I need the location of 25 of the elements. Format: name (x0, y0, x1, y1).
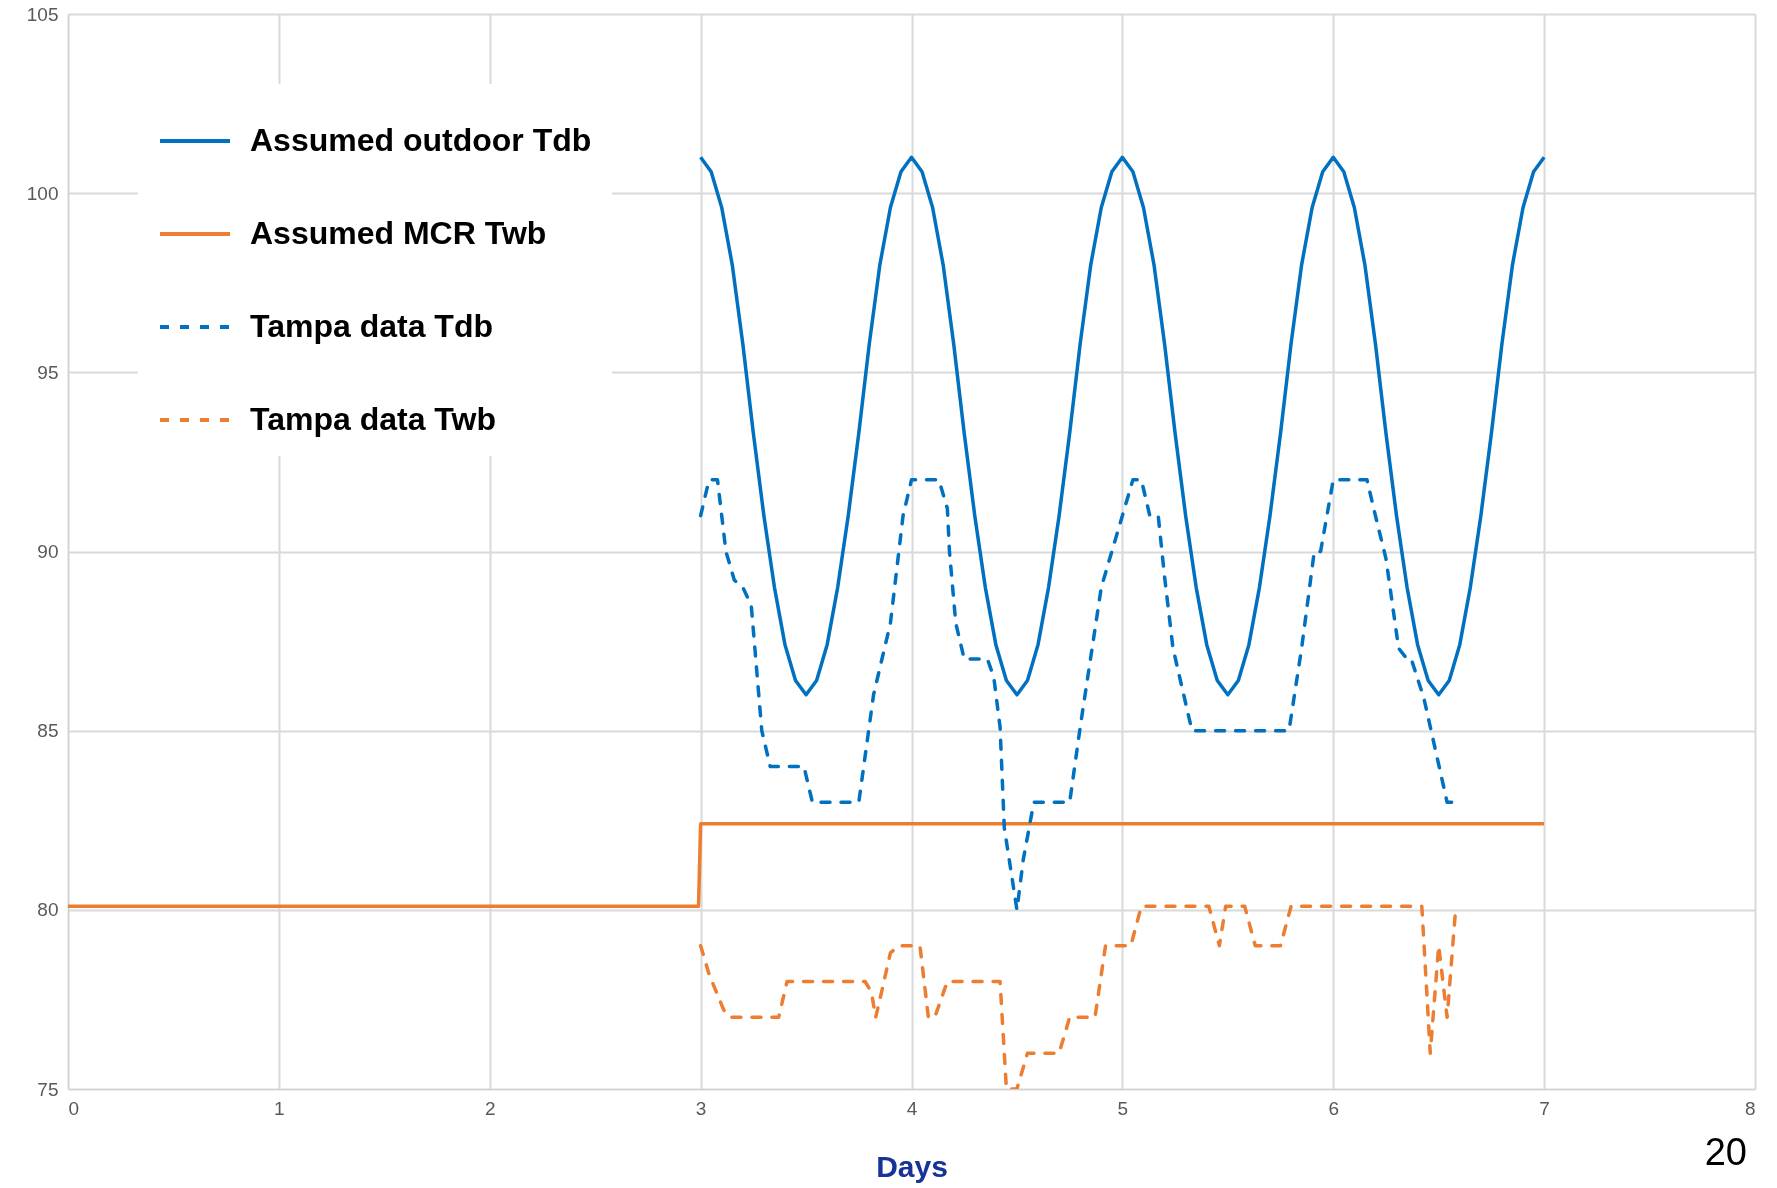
legend-label: Tampa data Tdb (250, 308, 493, 344)
text: 20 (1704, 1131, 1747, 1174)
y-tick-label: 90 (37, 541, 59, 562)
line-series (698, 904, 1458, 1089)
x-axis-title: Days (876, 1149, 948, 1183)
legend-label: Assumed outdoor Tdb (250, 122, 592, 158)
x-tick-label: 2 (484, 1097, 496, 1119)
y-tick-label: 75 (37, 1078, 59, 1100)
y-tick-label: 85 (37, 720, 59, 742)
y-tick-label: 80 (37, 899, 59, 921)
x-tick-label: 6 (1328, 1097, 1340, 1119)
line-series (698, 155, 1546, 697)
legend-label: Assumed MCR Twb (250, 215, 547, 251)
x-tick-label: 5 (1117, 1097, 1129, 1119)
x-tick-label: 7 (1539, 1097, 1550, 1119)
legend-label: Tampa data Twb (250, 401, 496, 437)
x-tick-label: 3 (695, 1097, 707, 1119)
x-tick-label: 4 (906, 1097, 918, 1119)
x-tick-label: 0 (68, 1097, 80, 1119)
x-tick-label: 8 (1744, 1097, 1756, 1119)
x-tick-label: 1 (274, 1097, 285, 1119)
y-tick-label: 95 (37, 361, 59, 383)
y-tick-label: 100 (26, 182, 59, 204)
line-series (698, 478, 1456, 912)
y-tick-label: 105 (26, 3, 59, 25)
